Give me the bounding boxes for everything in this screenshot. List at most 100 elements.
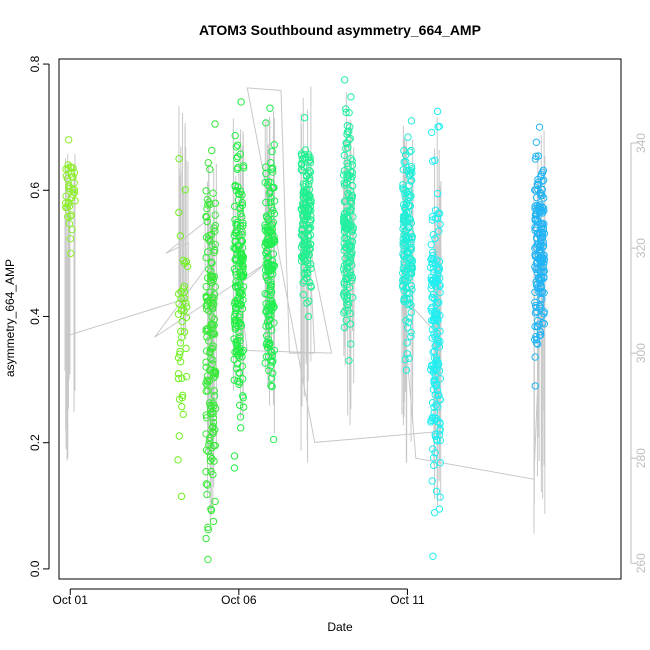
scatter-point (180, 306, 188, 315)
scatter-point (431, 333, 439, 341)
scatter-point (211, 211, 219, 219)
scatter-point (298, 155, 307, 163)
scatter-point (435, 391, 443, 399)
scatter-point (210, 272, 219, 281)
scatter-point (209, 419, 218, 427)
scatter-point (206, 237, 214, 245)
scatter-point (232, 321, 241, 330)
scatter-point (403, 166, 411, 175)
scatter-point (347, 199, 356, 208)
scatter-point (266, 222, 275, 230)
scatter-point (433, 435, 441, 444)
scatter-point (62, 192, 70, 200)
chart-title: ATOM3 Southbound asymmetry_664_AMP (199, 22, 481, 38)
y-tick-label: 0.0 (28, 560, 42, 577)
scatter-point (207, 506, 216, 515)
scatter-point (269, 164, 277, 172)
scatter-point (436, 459, 444, 467)
x-axis-label: Date (327, 620, 353, 634)
scatter-point (205, 436, 214, 445)
scatter-point (235, 310, 244, 319)
scatter-point (346, 320, 355, 328)
scatter-point (532, 152, 540, 161)
scatter-point (536, 328, 545, 336)
scatter-point (182, 299, 190, 307)
scatter-point (340, 239, 348, 248)
scatter-point (262, 163, 270, 171)
scatter-point (233, 141, 242, 149)
scatter-point (230, 335, 238, 343)
scatter-point (340, 309, 348, 317)
scatter-point (428, 413, 437, 422)
scatter-point (202, 411, 210, 419)
scatter-point (343, 139, 351, 148)
scatter-point (342, 108, 350, 117)
scatter-point (429, 256, 437, 264)
scatter-point (431, 234, 439, 243)
scatter-point (431, 342, 439, 350)
scatter-point (174, 456, 182, 464)
scatter-point (231, 182, 239, 191)
scatter-point (235, 369, 244, 377)
scatter-point (206, 347, 214, 356)
scatter-point (231, 309, 239, 317)
scatter-point (306, 278, 314, 287)
scatter-point (436, 220, 444, 229)
scatter-point (399, 165, 407, 174)
scatter-point (175, 432, 183, 440)
scatter-point (232, 227, 241, 235)
scatter-point (431, 449, 439, 457)
scatter-point (177, 333, 186, 342)
scatter-point (239, 219, 247, 227)
scatter-point (341, 224, 350, 233)
scatter-point (399, 235, 407, 243)
scatter-point (239, 346, 248, 355)
y-tick-label: 0.4 (28, 308, 42, 325)
scatter-point (261, 178, 269, 187)
scatter-point (178, 317, 186, 326)
scatter-point (340, 223, 348, 232)
scatter-point (268, 348, 276, 357)
scatter-point (174, 310, 183, 318)
scatter-point (211, 221, 219, 230)
scatter-point (436, 274, 444, 282)
scatter-point (300, 150, 309, 159)
plot-frame (58, 58, 622, 580)
scatter-point (535, 320, 543, 328)
scatter-point (348, 191, 356, 200)
scatter-point (238, 237, 246, 245)
scatter-point (202, 480, 211, 488)
scatter-point (428, 260, 437, 268)
scatter-point (302, 180, 310, 188)
scatter-point (232, 271, 240, 279)
scatter-point (204, 555, 212, 564)
scatter-point (433, 107, 442, 116)
scatter-point (431, 206, 440, 214)
scatter-point (399, 185, 408, 194)
scatter-point (540, 289, 548, 297)
scatter-point (537, 220, 545, 228)
scatter-point (531, 353, 539, 361)
scatter-point (182, 257, 191, 266)
scatter-point (262, 322, 270, 330)
scatter-point (433, 335, 441, 343)
scatter-point (238, 362, 246, 370)
scatter-point (436, 436, 445, 445)
scatter-point (202, 534, 210, 543)
scatter-point (234, 189, 243, 198)
scatter-point (63, 203, 71, 212)
scatter-point (179, 410, 187, 419)
scatter-point (66, 212, 75, 220)
scatter-point (430, 461, 438, 470)
scatter-point (535, 302, 544, 311)
scatter-point (265, 262, 273, 270)
scatter-point (202, 387, 210, 395)
scatter-point (208, 259, 216, 267)
scatter-point (342, 267, 351, 276)
scatter-point (236, 257, 245, 266)
scatter-point (431, 430, 439, 439)
scatter-point (348, 238, 357, 246)
scatter-point (429, 552, 437, 560)
scatter-point (340, 323, 349, 332)
scatter-point (346, 253, 354, 262)
